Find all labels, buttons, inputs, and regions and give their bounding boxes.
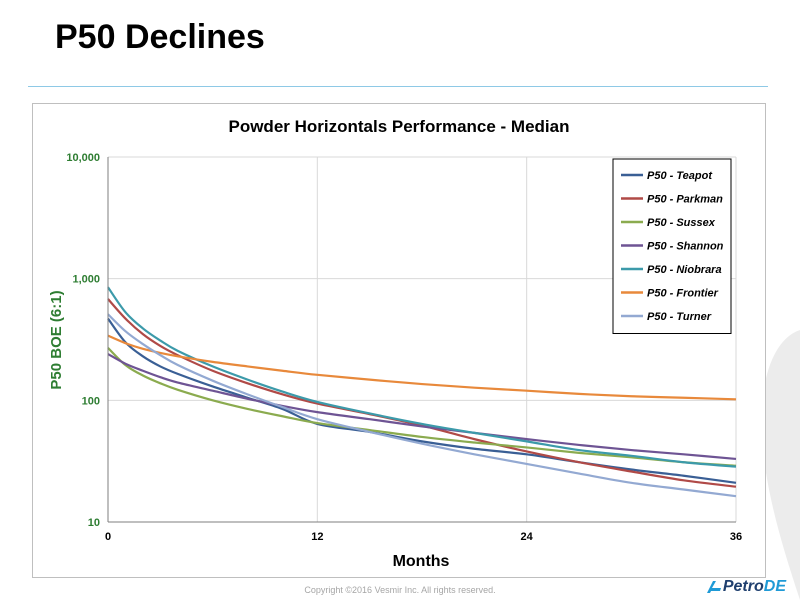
series-line-p50-parkman [107,298,737,488]
chart-title: Powder Horizontals Performance - Median [228,117,569,136]
legend-entry: P50 - Niobrara [647,264,722,276]
background-swoosh-shape [761,330,800,600]
x-tick-label: 36 [730,531,742,543]
series-line-p50-niobrara [107,286,737,468]
legend-entry: P50 - Shannon [647,241,724,253]
logo-arrow-icon [706,581,721,593]
legend-entry: P50 - Sussex [647,217,716,229]
slide-title: P50 Declines [55,18,265,56]
legend-entry: P50 - Teapot [647,170,713,182]
legend-entry: P50 - Parkman [647,194,723,206]
y-tick-label: 10 [88,517,100,529]
series-line-p50-shannon [107,353,737,461]
legend-entry: P50 - Turner [647,311,712,323]
legend-entry: P50 - Frontier [647,288,719,300]
logo-text: Petro [722,578,764,595]
y-tick-label: 10,000 [66,152,100,164]
y-tick-label: 100 [82,395,100,407]
x-tick-label: 24 [521,531,534,543]
logo-accent: DE [763,578,786,595]
y-tick-label: 1,000 [72,274,100,286]
x-tick-label: 12 [311,531,323,543]
company-logo: Petro DE [705,578,786,596]
series-line-p50-sussex [107,347,737,467]
x-axis-label: Months [393,553,450,570]
axes: 10 100 1,000 10,000 0 12 24 36 [66,152,742,543]
decline-chart: Powder Horizontals Performance - Median … [48,117,742,570]
copyright-footer: Copyright ©2016 Vesmir Inc. All rights r… [304,585,496,595]
chart-frame: Powder Horizontals Performance - Median … [32,103,766,578]
y-axis-label: P50 BOE (6:1) [48,290,65,389]
x-tick-label: 0 [105,531,111,543]
legend: P50 - Teapot P50 - Parkman P50 - Sussex P50… [612,158,732,334]
title-divider [28,86,768,87]
series-lines [107,286,737,498]
series-line-p50-turner [107,313,737,498]
